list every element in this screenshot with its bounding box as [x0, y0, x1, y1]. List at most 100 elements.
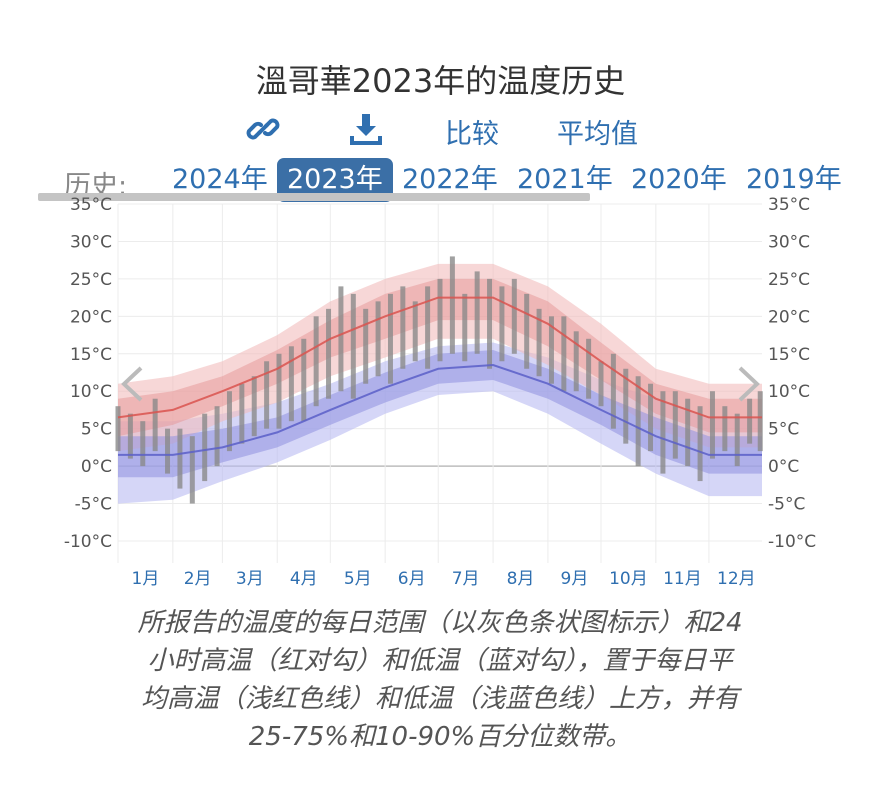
daily-range-bar	[660, 391, 666, 474]
action-bar: 比较 平均值	[0, 112, 881, 152]
y-tick-label-right: 10°C	[768, 382, 810, 402]
prev-arrow-icon[interactable]	[121, 366, 143, 402]
daily-range-bar	[648, 383, 654, 452]
compare-link[interactable]: 比较	[445, 119, 499, 150]
month-label: 11月	[663, 569, 702, 589]
daily-range-bar	[412, 301, 418, 362]
daily-range-bar	[189, 436, 195, 504]
y-tick-label-left: -10°C	[64, 532, 112, 552]
y-tick-label-right: -5°C	[768, 495, 805, 515]
y-tick-label-left: 10°C	[70, 382, 112, 402]
y-tick-label-right: -10°C	[768, 532, 816, 552]
year-scrollbar[interactable]	[38, 193, 590, 201]
year-tab-2021[interactable]: 2021年	[517, 164, 613, 195]
daily-range-bars	[115, 256, 763, 504]
y-tick-label-left: 15°C	[70, 345, 112, 365]
daily-range-bar	[437, 278, 443, 362]
y-tick-label-right: 0°C	[768, 457, 799, 477]
daily-range-bar	[623, 368, 629, 444]
caption-line: 25-75%和10-90%百分位数带。	[248, 722, 632, 752]
daily-range-bar	[697, 406, 703, 482]
daily-range-bar	[326, 308, 332, 399]
daily-range-bar	[152, 398, 158, 452]
daily-range-bar	[251, 376, 257, 437]
daily-range-bar	[598, 361, 604, 407]
y-tick-label-right: 15°C	[768, 345, 810, 365]
daily-range-bar	[375, 301, 381, 377]
month-label: 8月	[507, 569, 535, 589]
daily-range-bar	[214, 406, 220, 467]
year-tab-2022[interactable]: 2022年	[402, 164, 498, 195]
month-label: 3月	[236, 569, 264, 589]
daily-range-bar	[462, 293, 468, 362]
daily-range-bar	[350, 293, 356, 399]
daily-range-bar	[561, 316, 567, 392]
chart-caption: 所报告的温度的每日范围（以灰色条状图标示）和24 小时高温（红对勾）和低温（蓝对…	[90, 604, 790, 756]
month-label: 7月	[452, 569, 480, 589]
y-tick-label-right: 5°C	[768, 420, 799, 440]
month-label: 12月	[717, 569, 756, 589]
low-band-25-75	[118, 350, 762, 478]
daily-range-bar	[511, 278, 517, 354]
download-icon[interactable]	[350, 112, 382, 146]
average-low-line	[118, 363, 762, 456]
page-title: 溫哥華2023年的温度历史	[255, 62, 626, 100]
y-tick-label-left: 0°C	[81, 457, 112, 477]
daily-range-bar	[363, 308, 369, 384]
daily-range-bar	[177, 428, 183, 489]
daily-range-bar	[115, 406, 121, 452]
caption-line: 均高温（浅红色线）和低温（浅蓝色线）上方，并有	[140, 684, 739, 714]
average-lines	[117, 296, 762, 456]
daily-range-bar	[722, 406, 728, 452]
daily-range-bar	[288, 346, 294, 422]
month-label: 1月	[132, 569, 160, 589]
year-history: 历史: 2024年 2023年 2022年 2021年 2020年 2019年	[0, 156, 881, 206]
month-label: 6月	[398, 569, 426, 589]
y-tick-label-left: -5°C	[75, 495, 112, 515]
caption-line: 所报告的温度的每日范围（以灰色条状图标示）和24	[137, 608, 743, 638]
daily-range-bar	[524, 293, 530, 369]
daily-range-bar	[202, 413, 208, 482]
daily-range-bar	[747, 398, 753, 444]
year-tab-2020[interactable]: 2020年	[631, 164, 727, 195]
y-tick-label-left: 30°C	[70, 232, 112, 252]
month-label: 4月	[290, 569, 318, 589]
daily-range-bar	[685, 398, 691, 467]
month-label: 2月	[184, 569, 212, 589]
y-tick-label-left: 20°C	[70, 307, 112, 327]
daily-range-bar	[338, 286, 344, 392]
average-link[interactable]: 平均值	[557, 119, 638, 150]
month-label: 5月	[344, 569, 372, 589]
next-arrow-icon[interactable]	[738, 366, 760, 402]
daily-range-bar	[734, 413, 740, 467]
daily-range-bar	[140, 421, 146, 467]
temperature-chart: 35°C 35°C 30°C 30°C 25°C 25°C 20°C 20°C 15°C 15°C…	[64, 196, 816, 589]
y-tick-label-right: 20°C	[768, 307, 810, 327]
daily-range-bar	[239, 383, 245, 444]
average-high-line	[117, 296, 762, 419]
daily-range-bar	[672, 391, 678, 459]
month-label: 9月	[561, 569, 589, 589]
daily-range-bar	[264, 361, 270, 429]
y-tick-label-left: 5°C	[81, 420, 112, 440]
caption-line: 小时高温（红对勾）和低温（蓝对勾），置于每日平	[147, 646, 733, 676]
daily-range-bar	[313, 316, 319, 407]
daily-range-bar	[449, 256, 455, 354]
daily-range-bar	[548, 316, 554, 384]
daily-range-bar	[610, 353, 616, 429]
daily-range-bar	[226, 391, 232, 452]
month-label: 10月	[609, 569, 648, 589]
daily-range-bar	[499, 286, 505, 362]
link-icon[interactable]	[246, 112, 280, 146]
axis-labels: 35°C 35°C 30°C 30°C 25°C 25°C 20°C 20°C 15°C 15°C…	[64, 196, 816, 589]
daily-range-bar	[301, 338, 307, 422]
y-tick-label-left: 35°C	[70, 196, 112, 215]
daily-range-bar	[165, 428, 171, 474]
year-tab-2024[interactable]: 2024年	[172, 164, 268, 195]
daily-range-bar	[487, 278, 493, 369]
y-tick-label-left: 25°C	[70, 270, 112, 290]
daily-range-bar	[387, 293, 393, 384]
daily-range-bar	[276, 353, 282, 429]
year-tab-2019[interactable]: 2019年	[746, 164, 842, 195]
daily-range-bar	[709, 391, 715, 459]
